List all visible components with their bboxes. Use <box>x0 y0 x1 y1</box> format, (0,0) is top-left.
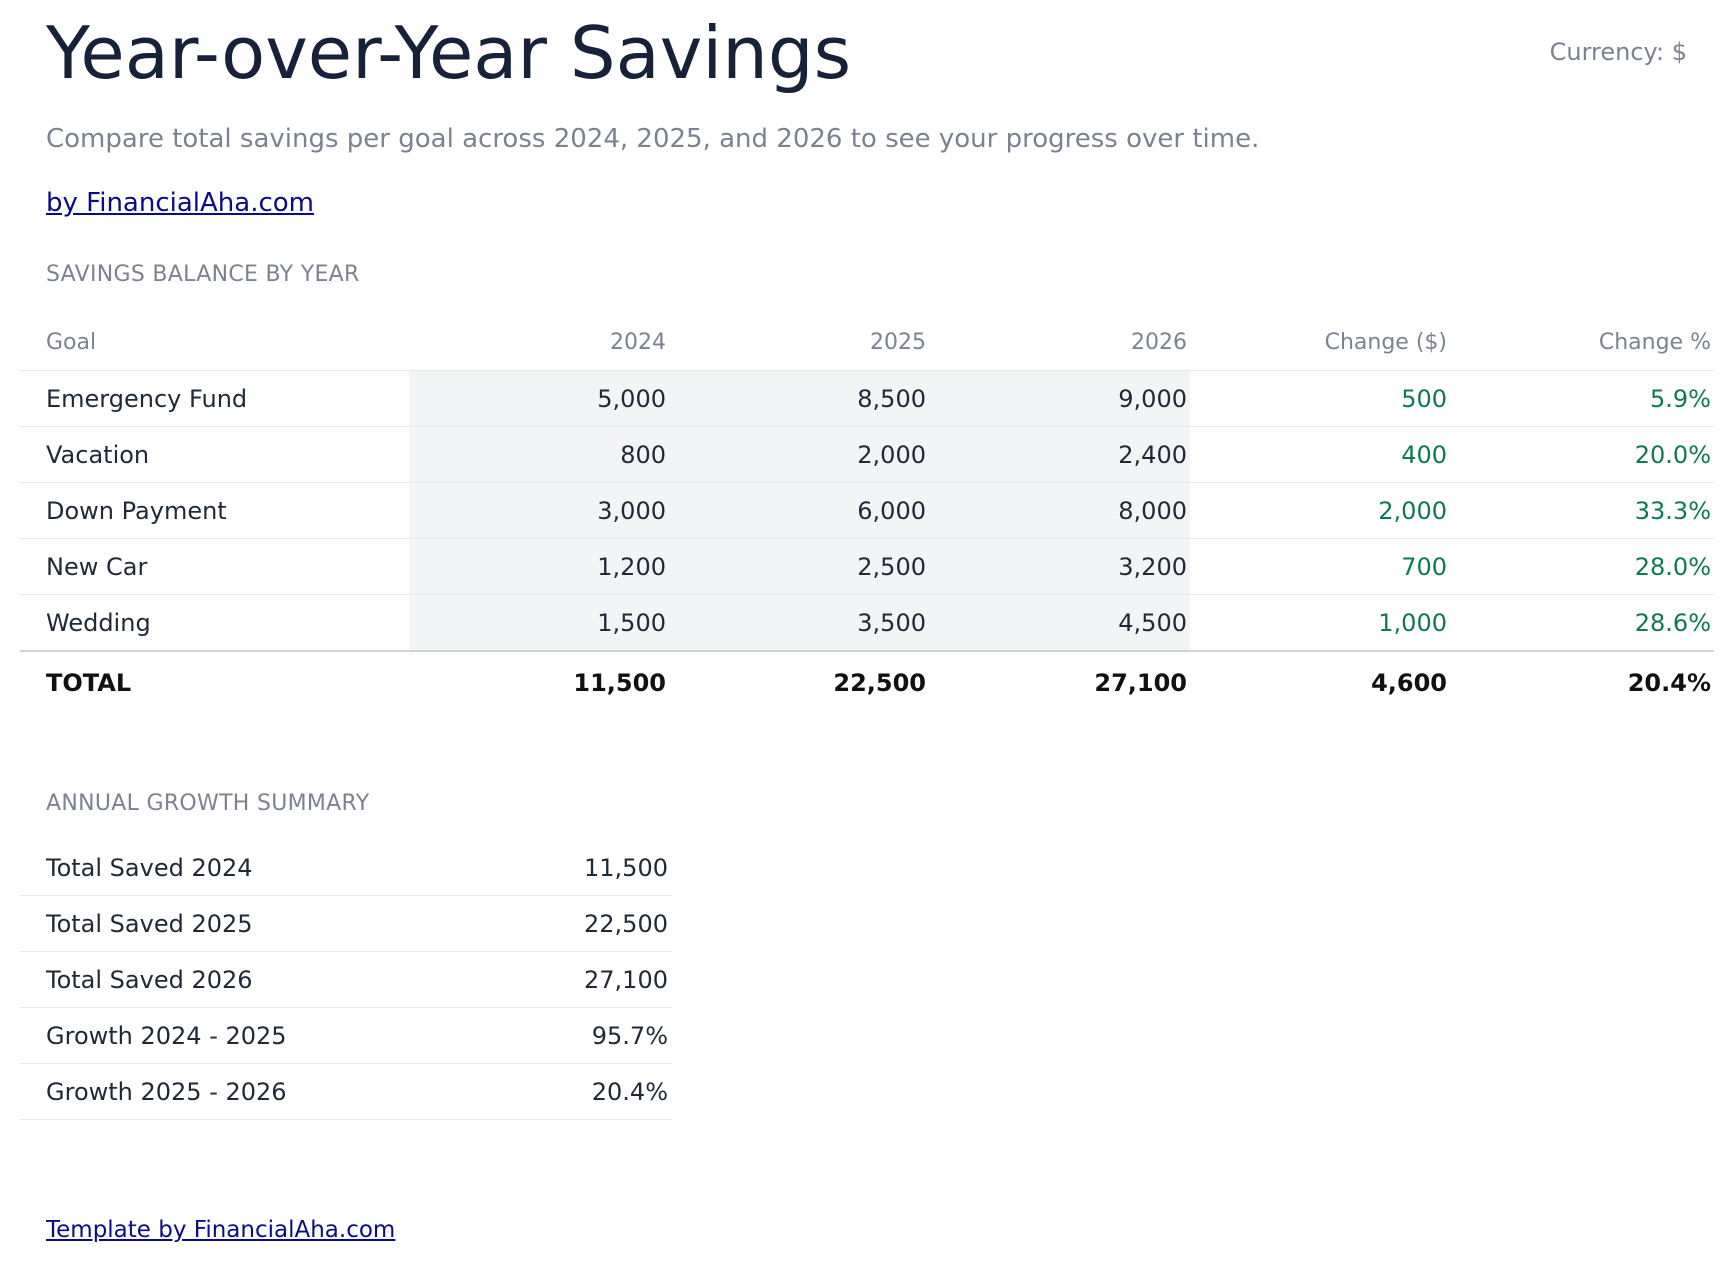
cell: 1,500 <box>409 594 669 651</box>
goal-name: Vacation <box>20 426 409 483</box>
cell: 2,000 <box>669 426 929 483</box>
total-cell: 27,100 <box>929 650 1190 714</box>
cell: 700 <box>1190 538 1450 595</box>
cell: 400 <box>1190 426 1450 483</box>
summary-value: 22,500 <box>409 895 671 952</box>
cell: 28.6% <box>1450 594 1714 651</box>
summary-label: Growth 2024 - 2025 <box>20 1007 409 1064</box>
table-row: Wedding 1,500 3,500 4,500 1,000 28.6% <box>20 594 1714 651</box>
cell: 2,400 <box>929 426 1190 483</box>
summary-row: Total Saved 2026 27,100 <box>20 951 671 1008</box>
summary-table: Total Saved 2024 11,500 Total Saved 2025 22… <box>20 840 671 1120</box>
summary-value: 27,100 <box>409 951 671 1008</box>
cell: 9,000 <box>929 370 1190 427</box>
cell: 5,000 <box>409 370 669 427</box>
section-label: SAVINGS BALANCE BY YEAR <box>46 262 360 287</box>
summary-label: Total Saved 2024 <box>20 840 409 896</box>
title: Year-over-Year Savings <box>46 11 852 95</box>
cell: 6,000 <box>669 482 929 539</box>
header-row: Goal 2024 2025 2026 Change ($) Change % <box>20 314 1714 371</box>
cell: 500 <box>1190 370 1450 427</box>
cell: 8,500 <box>669 370 929 427</box>
goal-name: Down Payment <box>20 482 409 539</box>
goal-name: Emergency Fund <box>20 370 409 427</box>
total-cell: 20.4% <box>1450 650 1714 714</box>
currency: Currency: $ <box>1549 38 1687 66</box>
goal-name: New Car <box>20 538 409 595</box>
cell: 1,000 <box>1190 594 1450 651</box>
column-header: Change ($) <box>1324 329 1447 355</box>
cell: 8,000 <box>929 482 1190 539</box>
total-cell: TOTAL <box>20 650 409 714</box>
column-header: 2025 <box>870 329 926 355</box>
summary-value: 11,500 <box>409 840 671 896</box>
total-cell: 11,500 <box>409 650 669 714</box>
total-row: TOTAL 11,500 22,500 27,100 4,600 20.4% <box>20 650 1714 714</box>
section-label: ANNUAL GROWTH SUMMARY <box>46 791 370 816</box>
goal-name: Wedding <box>20 594 409 651</box>
summary-row: Growth 2025 - 2026 20.4% <box>20 1063 671 1120</box>
cell: 1,200 <box>409 538 669 595</box>
cell: 33.3% <box>1450 482 1714 539</box>
cell: 4,500 <box>929 594 1190 651</box>
cell: 20.0% <box>1450 426 1714 483</box>
footer-link[interactable]: Template by FinancialAha.com <box>46 1217 396 1243</box>
summary-value: 20.4% <box>409 1063 671 1120</box>
column-header: Change % <box>1598 329 1711 355</box>
summary-row: Total Saved 2024 11,500 <box>20 840 671 896</box>
byline-link[interactable]: by FinancialAha.com <box>46 188 314 218</box>
column-header: Goal <box>46 329 97 355</box>
column-header: 2026 <box>1131 329 1187 355</box>
total-cell: 22,500 <box>669 650 929 714</box>
subtitle: Compare total savings per goal across 20… <box>46 124 1260 154</box>
cell: 3,000 <box>409 482 669 539</box>
table-row: Down Payment 3,000 6,000 8,000 2,000 33.3% <box>20 482 1714 539</box>
summary-row: Growth 2024 - 2025 95.7% <box>20 1007 671 1064</box>
savings-table: Goal 2024 2025 2026 Change ($) Change % Emerg… <box>20 314 1714 714</box>
cell: 5.9% <box>1450 370 1714 427</box>
table-row: Emergency Fund 5,000 8,500 9,000 500 5.9% <box>20 370 1714 427</box>
cell: 2,000 <box>1190 482 1450 539</box>
cell: 800 <box>409 426 669 483</box>
column-header: 2024 <box>610 329 666 355</box>
table-row: New Car 1,200 2,500 3,200 700 28.0% <box>20 538 1714 595</box>
cell: 2,500 <box>669 538 929 595</box>
table-row: Vacation 800 2,000 2,400 400 20.0% <box>20 426 1714 483</box>
summary-value: 95.7% <box>409 1007 671 1064</box>
cell: 28.0% <box>1450 538 1714 595</box>
summary-label: Total Saved 2025 <box>20 895 409 952</box>
summary-row: Total Saved 2025 22,500 <box>20 895 671 952</box>
cell: 3,200 <box>929 538 1190 595</box>
cell: 3,500 <box>669 594 929 651</box>
summary-label: Total Saved 2026 <box>20 951 409 1008</box>
summary-label: Growth 2025 - 2026 <box>20 1063 409 1120</box>
total-cell: 4,600 <box>1190 650 1450 714</box>
